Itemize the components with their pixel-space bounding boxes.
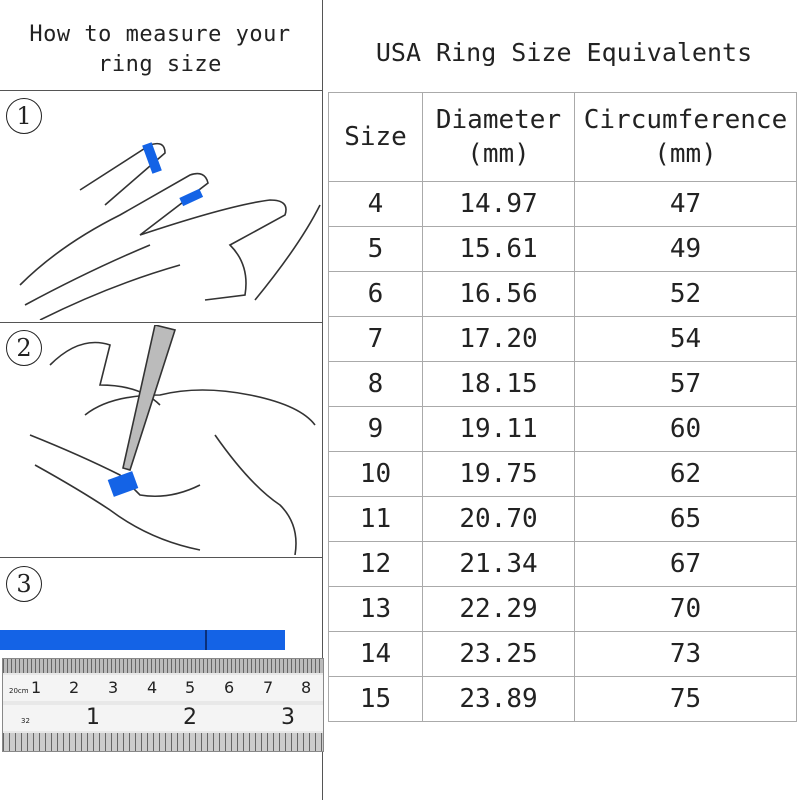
- cell-diameter: 16.56: [422, 271, 575, 317]
- ruler-unit-label: 20cm: [9, 687, 29, 695]
- guide-title-line2: ring size: [98, 52, 222, 77]
- ruler-inch-label: 3: [281, 705, 295, 730]
- cell-size: 14: [328, 631, 423, 677]
- strip-mark: [205, 630, 207, 650]
- guide-title: How to measure your ring size: [0, 20, 320, 80]
- cell-size: 7: [328, 316, 423, 362]
- table-title: USA Ring Size Equivalents: [375, 38, 753, 67]
- cell-diameter: 18.15: [422, 361, 575, 407]
- cell-size: 9: [328, 406, 423, 452]
- cell-circumference: 60: [574, 406, 797, 452]
- header-diameter-unit: (mm): [467, 139, 530, 169]
- ruler-inch-scale: 32 1 2 3: [3, 705, 323, 731]
- ruler-cm-label: 5: [185, 678, 196, 697]
- cell-diameter: 21.34: [422, 541, 575, 587]
- cell-circumference: 73: [574, 631, 797, 677]
- guide-title-line1: How to measure your: [29, 22, 291, 47]
- table-row: 7 17.20 54: [328, 316, 797, 362]
- ruler-cm-scale: 20cm 1 2 3 4 5 6 7 8: [3, 675, 323, 701]
- divider: [322, 0, 323, 800]
- ring-size-table: Size Diameter (mm) Circumference (mm) 4 14.…: [328, 92, 797, 722]
- table-row: 4 14.97 47: [328, 181, 797, 227]
- header-diameter: Diameter (mm): [422, 92, 575, 182]
- cell-diameter: 15.61: [422, 226, 575, 272]
- table-row: 8 18.15 57: [328, 361, 797, 407]
- header-diameter-label: Diameter: [435, 105, 562, 135]
- header-circumference-label: Circumference: [583, 105, 788, 135]
- cell-circumference: 62: [574, 451, 797, 497]
- cell-diameter: 23.89: [422, 676, 575, 722]
- divider: [0, 557, 322, 558]
- divider: [0, 90, 322, 91]
- step-2-badge: 2: [6, 330, 42, 366]
- cell-circumference: 57: [574, 361, 797, 407]
- cell-diameter: 20.70: [422, 496, 575, 542]
- cell-circumference: 49: [574, 226, 797, 272]
- table-row: 11 20.70 65: [328, 496, 797, 542]
- cell-circumference: 52: [574, 271, 797, 317]
- ruler-cm-label: 8: [301, 678, 312, 697]
- cell-size: 8: [328, 361, 423, 407]
- cell-size: 13: [328, 586, 423, 632]
- cell-diameter: 19.75: [422, 451, 575, 497]
- marked-paper-strip-end: [207, 630, 285, 650]
- table-row: 15 23.89 75: [328, 676, 797, 722]
- ruler-cm-label: 7: [263, 678, 274, 697]
- cell-size: 5: [328, 226, 423, 272]
- cell-diameter: 22.29: [422, 586, 575, 632]
- cell-circumference: 67: [574, 541, 797, 587]
- table-row: 10 19.75 62: [328, 451, 797, 497]
- table-row: 13 22.29 70: [328, 586, 797, 632]
- ruler-cm-label: 6: [224, 678, 235, 697]
- ruler-cm-label: 2: [69, 678, 80, 697]
- cell-size: 11: [328, 496, 423, 542]
- ruler-inch-label: 2: [183, 705, 197, 730]
- cell-diameter: 14.97: [422, 181, 575, 227]
- cell-circumference: 75: [574, 676, 797, 722]
- header-circumference-unit: (mm): [654, 139, 717, 169]
- step-1-badge: 1: [6, 98, 42, 134]
- table-row: 12 21.34 67: [328, 541, 797, 587]
- hand-wrap-strip-illustration: [19, 142, 321, 320]
- table-row: 14 23.25 73: [328, 631, 797, 677]
- cell-size: 12: [328, 541, 423, 587]
- step-3-badge: 3: [6, 566, 42, 602]
- cell-size: 6: [328, 271, 423, 317]
- ruler-mm-ticks: [3, 659, 323, 673]
- cell-circumference: 47: [574, 181, 797, 227]
- cell-size: 10: [328, 451, 423, 497]
- cell-diameter: 23.25: [422, 631, 575, 677]
- hand-mark-pen-illustration: [29, 325, 316, 555]
- ruler-cm-label: 1: [31, 678, 42, 697]
- table-row: 9 19.11 60: [328, 406, 797, 452]
- header-circumference: Circumference (mm): [574, 92, 797, 182]
- table-row: 5 15.61 49: [328, 226, 797, 272]
- table-header-row: Size Diameter (mm) Circumference (mm): [328, 92, 797, 182]
- ruler: 20cm 1 2 3 4 5 6 7 8 32 1 2 3: [2, 658, 324, 752]
- cell-size: 4: [328, 181, 423, 227]
- ruler-small-label: 32: [21, 717, 30, 725]
- ruler-inch-label: 1: [86, 705, 100, 730]
- ruler-bottom-ticks: [3, 733, 323, 751]
- ruler-cm-label: 3: [108, 678, 119, 697]
- cell-circumference: 70: [574, 586, 797, 632]
- marked-paper-strip: [0, 630, 205, 650]
- cell-circumference: 65: [574, 496, 797, 542]
- table-row: 6 16.56 52: [328, 271, 797, 317]
- cell-diameter: 17.20: [422, 316, 575, 362]
- divider: [0, 322, 322, 323]
- cell-diameter: 19.11: [422, 406, 575, 452]
- header-size: Size: [328, 92, 423, 182]
- ruler-cm-label: 4: [147, 678, 158, 697]
- cell-size: 15: [328, 676, 423, 722]
- cell-circumference: 54: [574, 316, 797, 362]
